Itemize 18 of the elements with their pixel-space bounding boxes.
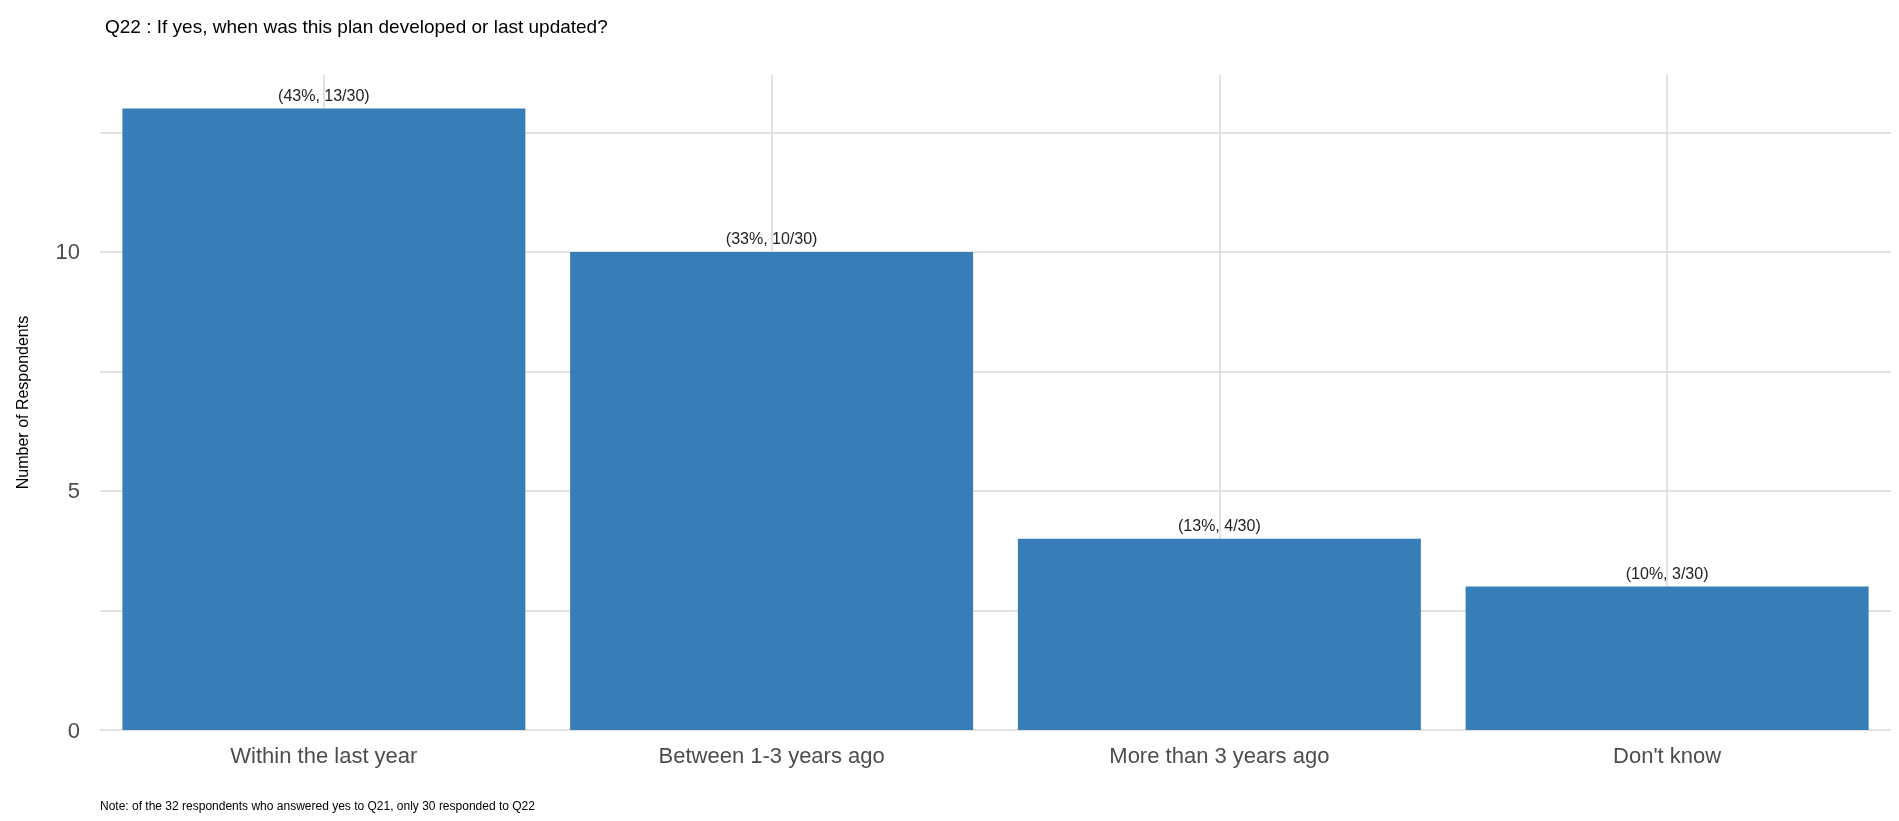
data-label: (43%, 13/30) xyxy=(278,86,370,104)
bar xyxy=(1465,586,1869,730)
y-tick-label: 10 xyxy=(55,239,80,265)
bar xyxy=(1017,538,1421,730)
y-axis-title: Number of Respondents xyxy=(13,315,31,490)
data-label: (10%, 3/30) xyxy=(1625,565,1709,583)
text: Note: of the 32 respondents who answered yes to Q21, only 30 responded to Q22 xyxy=(100,799,536,813)
data-label: (33%, 10/30) xyxy=(725,230,818,248)
y-tick-label: 5 xyxy=(67,478,80,504)
x-tick-label: Between 1-3 years ago xyxy=(658,742,885,768)
chart-title: Q22 : If yes, when was this plan developed or last updated? xyxy=(105,16,608,37)
x-tick-label: Within the last year xyxy=(230,742,418,768)
x-tick-label: More than 3 years ago xyxy=(1109,742,1330,768)
y-tick-label: 0 xyxy=(67,717,80,743)
x-tick-label: Don't know xyxy=(1613,742,1722,768)
data-label: (13%, 4/30) xyxy=(1178,517,1261,535)
bar xyxy=(122,108,526,730)
bar xyxy=(570,251,974,730)
